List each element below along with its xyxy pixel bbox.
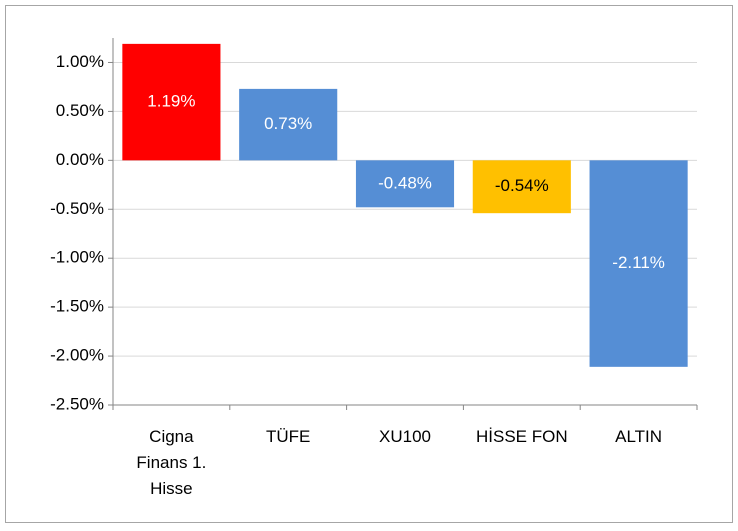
data-label: -0.54%	[495, 176, 549, 195]
data-label: 1.19%	[147, 92, 195, 111]
x-tick-label: Cigna Finans 1. Hisse	[136, 427, 207, 498]
y-tick-label: -1.00%	[50, 248, 104, 267]
y-tick-label: -1.50%	[50, 297, 104, 316]
data-label: -2.11%	[612, 253, 665, 272]
bar	[355, 160, 455, 208]
y-tick-label: -2.50%	[50, 394, 104, 413]
data-label: -0.48%	[378, 173, 432, 192]
y-tick-label: -2.00%	[50, 346, 104, 365]
y-tick-label: 0.00%	[56, 150, 104, 169]
x-tick-label: HİSSE FON	[475, 427, 568, 446]
bar	[472, 160, 571, 214]
bar	[122, 43, 221, 161]
y-tick-label: 1.00%	[56, 52, 104, 71]
data-label: 0.73%	[264, 114, 312, 133]
bar	[589, 160, 688, 367]
bar	[239, 88, 338, 161]
y-tick-label: 0.50%	[56, 101, 104, 120]
x-tick-label: XU100	[379, 427, 431, 446]
x-tick-label: ALTIN	[615, 427, 663, 446]
x-tick-label: TÜFE	[265, 427, 311, 446]
y-tick-label: -0.50%	[50, 199, 104, 218]
